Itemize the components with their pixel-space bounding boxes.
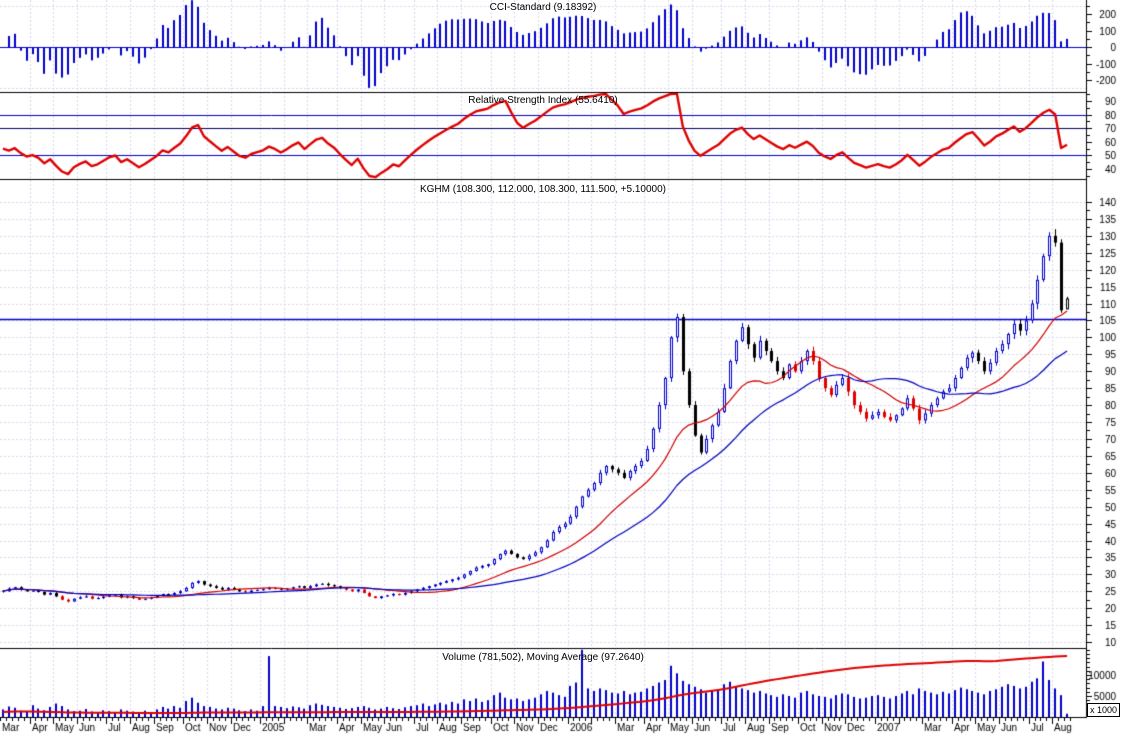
volume-unit-label: x 1000 [1087,703,1121,717]
